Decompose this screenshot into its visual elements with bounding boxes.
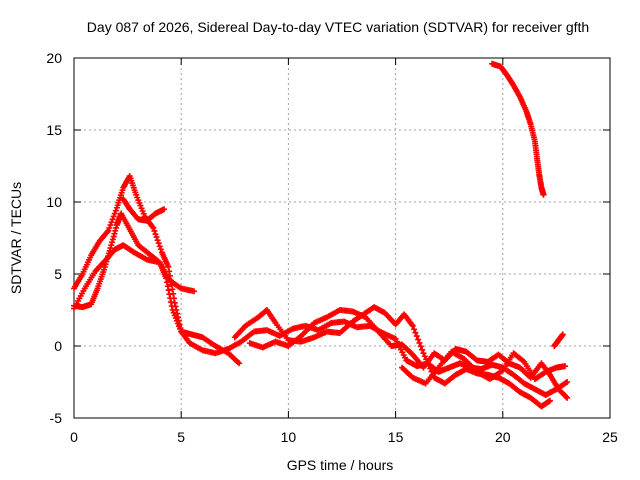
series-track-i [489, 60, 547, 198]
y-tick-label: 15 [46, 122, 62, 138]
x-axis-label: GPS time / hours [287, 457, 394, 473]
x-tick-label: 0 [70, 429, 78, 445]
data-point [413, 333, 420, 340]
data-point [152, 231, 159, 238]
data-point [154, 237, 161, 244]
data-point [416, 339, 423, 346]
series-track-e [231, 304, 553, 410]
series-track-h [551, 331, 566, 349]
data-point [563, 393, 570, 400]
data-point [167, 295, 174, 302]
data-point [161, 206, 168, 213]
x-tick-label: 10 [281, 429, 297, 445]
data-point [163, 275, 170, 282]
y-tick-label: 5 [54, 266, 62, 282]
data-point [546, 397, 553, 404]
data-point [169, 286, 176, 293]
x-tick-label: 20 [495, 429, 511, 445]
data-point [106, 224, 113, 231]
data-point [420, 350, 427, 357]
data-point [165, 263, 172, 270]
data-point [540, 191, 547, 198]
y-tick-label: -5 [50, 410, 63, 426]
series-track-d [120, 196, 168, 224]
series-track-c [71, 242, 243, 367]
data-point [112, 207, 119, 214]
data-point [564, 379, 571, 385]
series-track-a [71, 173, 571, 398]
x-tick-label: 15 [388, 429, 404, 445]
data-point [409, 322, 416, 329]
data-point [559, 331, 566, 338]
data-point [109, 239, 116, 246]
data-point [107, 245, 114, 252]
data-point [168, 299, 175, 306]
data-point [109, 216, 116, 223]
chart-title: Day 087 of 2026, Sidereal Day-to-day VTE… [87, 19, 589, 35]
data-point [417, 343, 424, 350]
y-tick-label: 0 [54, 338, 62, 354]
data-point [191, 288, 198, 295]
data-point [561, 363, 568, 370]
data-point [108, 242, 115, 249]
data-point [157, 246, 164, 253]
y-tick-label: 20 [46, 50, 62, 66]
y-tick-label: 10 [46, 194, 62, 210]
data-point [105, 227, 112, 234]
data-point [113, 224, 120, 231]
data-point [163, 279, 170, 286]
data-point [564, 394, 571, 401]
data-point [411, 326, 418, 333]
data-point [109, 236, 116, 243]
data-point [151, 227, 158, 234]
data-point [427, 365, 434, 372]
data-point [419, 346, 426, 353]
data-point [415, 336, 422, 343]
data-point [168, 303, 175, 310]
data-point [111, 230, 118, 237]
x-tick-label: 5 [177, 429, 185, 445]
data-point [165, 287, 172, 294]
data-point [112, 227, 119, 234]
grid [74, 58, 610, 418]
y-axis-label: SDTVAR / TECUs [8, 182, 24, 294]
data-point [107, 222, 114, 229]
data-point [111, 210, 118, 217]
data-point [155, 240, 162, 247]
data-point [412, 329, 419, 336]
x-tick-label: 25 [602, 429, 618, 445]
data-point [108, 219, 115, 226]
data-point [164, 283, 171, 290]
data-point [110, 213, 117, 220]
data-point [421, 353, 428, 360]
data-point [110, 233, 117, 240]
data-point [153, 234, 160, 241]
data-point [150, 224, 157, 231]
data-point [236, 360, 243, 367]
series-track-g [399, 348, 568, 387]
data-point [156, 243, 163, 250]
data-point [166, 291, 173, 298]
plot-frame [73, 57, 611, 419]
data-marks [71, 60, 571, 410]
